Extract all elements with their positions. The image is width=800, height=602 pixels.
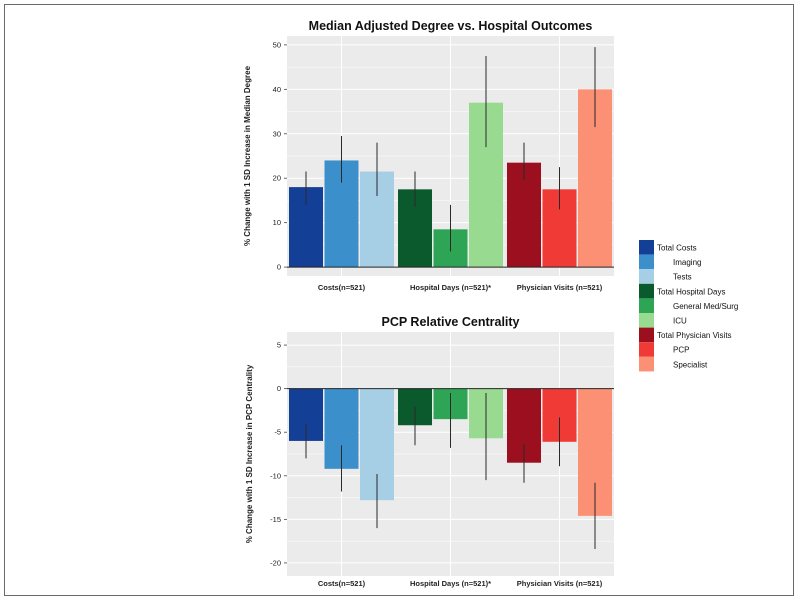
- x-tick-label: Hospital Days (n=521)*: [410, 579, 491, 588]
- y-tick-label: 30: [273, 129, 281, 138]
- chart-title: Median Adjusted Degree vs. Hospital Outc…: [309, 19, 593, 33]
- legend: Total Costs Imaging Tests Total Hospital Da…: [639, 240, 738, 372]
- x-tick-label: Physician Visits (n=521): [517, 579, 603, 588]
- figure-frame: [4, 4, 794, 596]
- legend-swatch: [639, 356, 654, 372]
- legend-swatch: [639, 283, 654, 299]
- legend-label: Specialist: [673, 360, 708, 369]
- legend-swatch: [639, 298, 654, 313]
- legend-label: General Med/Surg: [673, 302, 738, 311]
- y-tick-label: 40: [273, 85, 281, 94]
- legend-label: Imaging: [673, 258, 701, 267]
- y-tick-label: 10: [273, 218, 281, 227]
- chart-panel-1: Costs(n=521) Hospital Days (n=521)* Physic…: [243, 19, 614, 292]
- y-tick-label: -10: [270, 471, 281, 480]
- x-tick-label: Hospital Days (n=521)*: [410, 283, 491, 292]
- x-tick-label: Costs(n=521): [318, 283, 366, 292]
- y-tick-label: 20: [273, 174, 281, 183]
- legend-swatch: [639, 254, 654, 270]
- y-tick-label: 50: [273, 40, 281, 49]
- legend-swatch: [639, 269, 654, 284]
- chart-title: PCP Relative Centrality: [381, 315, 519, 329]
- y-tick-label: 0: [277, 263, 281, 272]
- legend-swatch: [639, 313, 654, 328]
- legend-label: Total Physician Visits: [657, 331, 732, 340]
- y-axis-label: % Change with 1 SD Increase in PCP Centr…: [245, 364, 254, 543]
- y-tick-label: 5: [277, 341, 281, 350]
- legend-label: Total Costs: [657, 244, 697, 253]
- y-tick-label: -20: [270, 558, 281, 567]
- legend-label: Tests: [673, 273, 692, 282]
- legend-swatch: [639, 342, 654, 357]
- legend-label: PCP: [673, 346, 689, 355]
- legend-swatch: [639, 327, 654, 343]
- y-tick-label: -5: [274, 428, 281, 437]
- y-axis-label: % Change with 1 SD Increase in Median De…: [243, 65, 252, 246]
- y-tick-label: -15: [270, 515, 281, 524]
- chart-panel-2: Costs(n=521) Hospital Days (n=521)* Physic…: [245, 315, 614, 588]
- y-tick-label: 0: [277, 384, 281, 393]
- legend-label: ICU: [673, 317, 687, 326]
- x-tick-label: Costs(n=521): [318, 579, 366, 588]
- x-tick-label: Physician Visits (n=521): [517, 283, 603, 292]
- legend-label: Total Hospital Days: [657, 287, 725, 296]
- legend-swatch: [639, 240, 654, 255]
